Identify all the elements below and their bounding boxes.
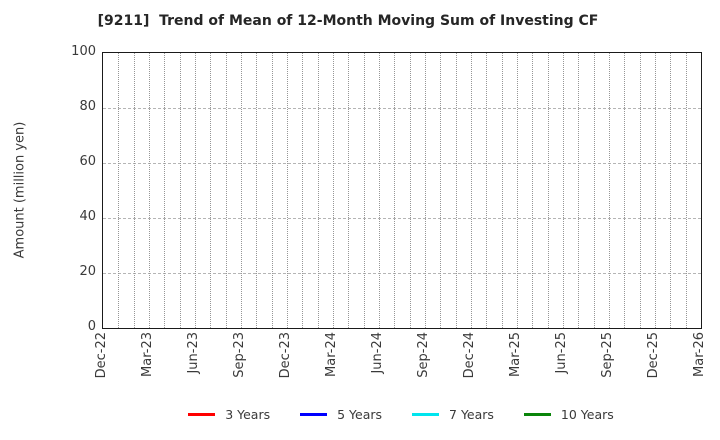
x-grid-line bbox=[578, 53, 580, 328]
x-grid-line bbox=[532, 53, 534, 328]
y-grid-line bbox=[103, 273, 701, 274]
x-grid-line bbox=[394, 53, 396, 328]
x-grid-line bbox=[256, 53, 258, 328]
x-tick-label: Mar-24 bbox=[324, 332, 339, 377]
y-tick-label: 40 bbox=[79, 209, 96, 224]
x-grid-line bbox=[241, 53, 242, 328]
legend-label: 7 Years bbox=[449, 406, 494, 422]
x-grid-line bbox=[486, 53, 488, 328]
x-grid-line bbox=[409, 53, 411, 328]
x-grid-line bbox=[440, 53, 442, 328]
x-tick-label: Sep-25 bbox=[600, 332, 615, 378]
x-grid-line bbox=[225, 53, 227, 328]
x-grid-line bbox=[685, 53, 687, 328]
x-grid-line bbox=[563, 53, 564, 328]
x-grid-line bbox=[609, 53, 610, 328]
x-tick-label: Jun-23 bbox=[186, 332, 201, 374]
x-tick-label: Jun-25 bbox=[554, 332, 569, 374]
legend-label: 10 Years bbox=[560, 406, 614, 422]
y-grid-line bbox=[103, 163, 701, 164]
chart-title: [9211] Trend of Mean of 12-Month Moving … bbox=[97, 13, 599, 29]
x-grid-line bbox=[271, 53, 273, 328]
x-grid-line bbox=[348, 53, 350, 328]
legend-item: 7 Years bbox=[412, 407, 494, 422]
x-tick-label: Dec-24 bbox=[462, 332, 477, 379]
x-grid-line bbox=[317, 53, 319, 328]
legend-item: 3 Years bbox=[188, 407, 270, 422]
x-tick-label: Sep-23 bbox=[232, 332, 247, 378]
x-grid-line bbox=[455, 53, 457, 328]
y-tick-label: 20 bbox=[79, 264, 96, 279]
legend-item: 5 Years bbox=[300, 407, 382, 422]
legend-label: 5 Years bbox=[337, 406, 383, 422]
x-grid-line bbox=[547, 53, 549, 328]
y-tick-label: 100 bbox=[71, 44, 96, 59]
legend-line-swatch bbox=[300, 412, 328, 416]
x-grid-line bbox=[593, 53, 595, 328]
x-tick-label: Mar-25 bbox=[508, 332, 523, 377]
x-grid-line bbox=[287, 53, 288, 328]
legend: 3 Years 5 Years 7 Years 10 Years bbox=[102, 402, 700, 426]
x-tick-label: Mar-23 bbox=[140, 332, 155, 377]
legend-line-swatch bbox=[188, 412, 216, 416]
y-tick-label: 0 bbox=[87, 319, 96, 334]
x-grid-line bbox=[379, 53, 380, 328]
x-grid-line bbox=[363, 53, 365, 328]
x-tick-label: Dec-23 bbox=[278, 332, 293, 379]
x-tick-label: Jun-24 bbox=[370, 332, 385, 374]
legend-label: 3 Years bbox=[225, 406, 271, 422]
y-axis-tick-labels: 0 20 40 60 80 100 bbox=[0, 45, 96, 334]
x-grid-line bbox=[624, 53, 626, 328]
x-grid-line bbox=[210, 53, 212, 328]
x-grid-line bbox=[149, 53, 150, 328]
x-grid-line bbox=[179, 53, 181, 328]
x-grid-line bbox=[670, 53, 672, 328]
x-tick-label: Dec-25 bbox=[646, 332, 661, 379]
legend-line-swatch bbox=[523, 412, 551, 416]
y-grid-line bbox=[103, 108, 701, 109]
x-grid-line bbox=[425, 53, 426, 328]
x-axis-tick-labels: Dec-22 Mar-23 Jun-23 Sep-23 Dec-23 Mar-24 Jun-… bbox=[94, 332, 707, 388]
legend-line-swatch bbox=[412, 412, 440, 416]
y-tick-label: 60 bbox=[79, 154, 96, 169]
x-tick-label: Dec-22 bbox=[94, 332, 109, 379]
x-tick-label: Sep-24 bbox=[416, 332, 431, 378]
x-grid-line bbox=[118, 53, 120, 328]
x-grid-line bbox=[333, 53, 334, 328]
y-grid-line bbox=[103, 218, 701, 219]
x-grid-line bbox=[655, 53, 656, 328]
x-grid-line bbox=[501, 53, 503, 328]
y-tick-label: 80 bbox=[79, 99, 96, 114]
x-grid-line bbox=[639, 53, 641, 328]
x-grid-line bbox=[195, 53, 196, 328]
x-grid-line bbox=[133, 53, 135, 328]
x-grid-line bbox=[164, 53, 166, 328]
legend-item: 10 Years bbox=[523, 406, 614, 422]
x-grid-line bbox=[471, 53, 472, 328]
x-tick-label: Mar-26 bbox=[692, 332, 707, 377]
x-grid-line bbox=[517, 53, 518, 328]
plot-area bbox=[102, 52, 702, 329]
x-grid-line bbox=[302, 53, 304, 328]
